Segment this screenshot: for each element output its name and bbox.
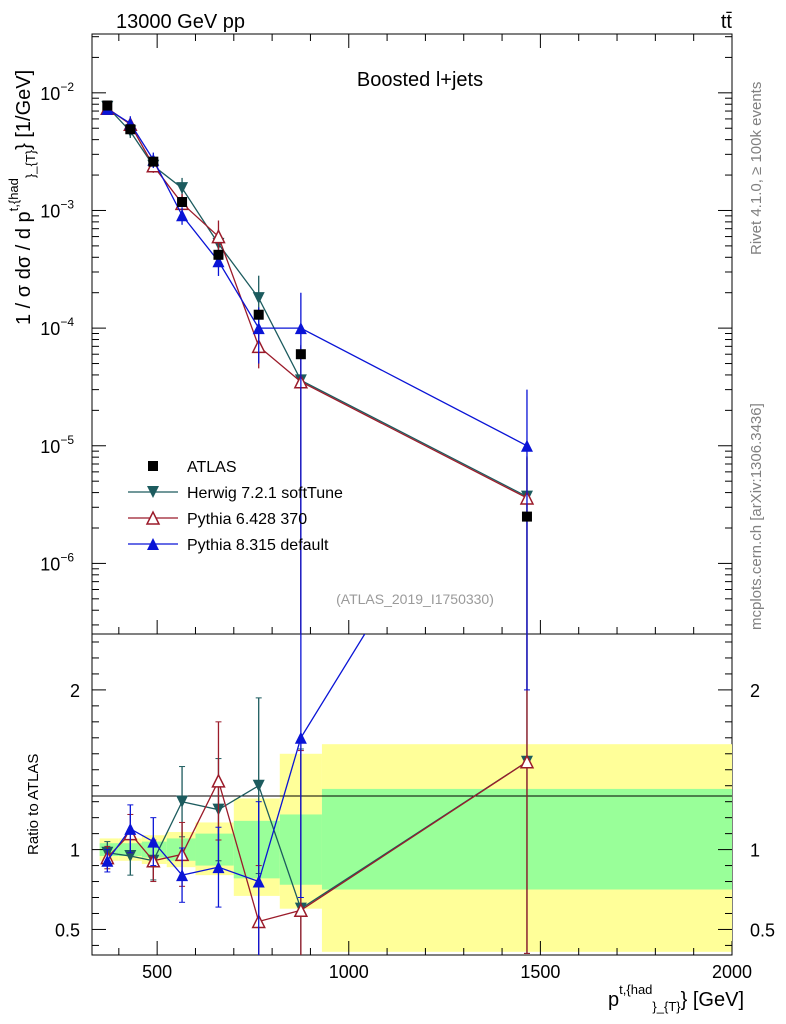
series-ratio-point <box>252 875 265 888</box>
atlas-data-point <box>521 511 532 522</box>
atlas-data-point <box>213 249 224 260</box>
main-y-tick-label: 10−3 <box>40 197 74 221</box>
series-layer <box>100 100 535 955</box>
series-main-point <box>520 439 533 452</box>
main-y-axis-label: 1 / σ dσ / d pt,{had}_{T}} [1/GeV] <box>6 70 38 325</box>
series-atlas-data <box>102 100 532 522</box>
atlas-data-point <box>253 309 264 320</box>
ratio-y-tick-label-left: 0.5 <box>55 920 80 940</box>
main-y-tick-label: 10−6 <box>40 550 74 574</box>
legend-label: Pythia 8.315 default <box>187 537 329 554</box>
ratio-y-axis-label: Ratio to ATLAS <box>25 754 42 855</box>
legend-label: Pythia 6.428 370 <box>187 511 307 528</box>
series-ratio-point <box>212 861 225 874</box>
main-y-tick-label: 10−5 <box>40 433 74 457</box>
legend: ATLAS Herwig 7.2.1 softTune Pythia 6.428 3… <box>128 459 343 554</box>
x-tick-label: 1500 <box>520 962 560 982</box>
legend-label: ATLAS <box>187 459 237 476</box>
ratio-y-tick-label-right: 0.5 <box>750 920 775 940</box>
series-ratio-point <box>521 364 533 376</box>
x-tick-label: 1000 <box>329 962 369 982</box>
x-axis-label: pt,{had}_{T}} [GeV] <box>608 982 744 1014</box>
atlas-data-point <box>177 197 188 208</box>
atlas-data-point <box>148 156 159 167</box>
analysis-tag: (ATLAS_2019_I1750330) <box>336 591 494 607</box>
atlas-data-point <box>102 100 113 111</box>
series-ratio-point <box>519 754 535 769</box>
series-ratio-point <box>176 869 189 882</box>
series-main-point <box>212 255 225 268</box>
ratio-y-tick-label-right: 2 <box>750 681 760 701</box>
legend-marker <box>148 461 158 471</box>
main-y-tick-label: 10−2 <box>40 80 74 104</box>
legend-marker <box>147 486 159 498</box>
atlas-data-point <box>295 349 306 360</box>
series-ratio-point <box>124 822 137 835</box>
legend-marker <box>145 510 161 525</box>
ratio-y-tick-label-left: 2 <box>70 681 80 701</box>
ratio-y-tick-label-left: 1 <box>70 841 80 861</box>
chart-title: Boosted l+jets <box>357 69 483 91</box>
series-main-point <box>211 228 226 244</box>
x-tick-label: 2000 <box>712 962 752 982</box>
legend-marker <box>147 538 159 550</box>
series-main-group <box>101 100 533 634</box>
series-ratio-point <box>294 731 307 744</box>
mcplots-label: mcplots.cern.ch [arXiv:1306.3436] <box>748 403 765 630</box>
series-main-line <box>106 107 528 499</box>
header-energy-label: 13000 GeV pp <box>116 11 245 33</box>
band-inner-bin <box>195 833 234 866</box>
series-main-group <box>100 100 535 634</box>
series-main-point <box>176 209 189 222</box>
series-main-line <box>106 106 528 498</box>
ratio-y-tick-label-right: 1 <box>750 841 760 861</box>
band-inner-bin <box>233 820 280 879</box>
series-pythia-8-315-default <box>101 102 533 955</box>
series-ratio-point <box>101 854 114 867</box>
series-main-point <box>176 182 189 195</box>
series-ratio-point <box>176 795 189 808</box>
legend-label: Herwig 7.2.1 softTune <box>187 485 343 502</box>
rivet-version-label: Rivet 4.1.0, ≥ 100k events <box>748 82 765 255</box>
series-ratio-point <box>293 902 309 918</box>
series-ratio-point <box>252 779 265 792</box>
x-tick-label: 500 <box>142 962 172 982</box>
axis-ticks: 50010001500200010−110−210−310−410−510−60… <box>40 34 775 982</box>
series-main-point <box>252 292 265 305</box>
series-ratio-point <box>147 835 160 848</box>
header-process-label: tt̄ <box>721 11 733 33</box>
series-ratio-line <box>107 761 528 910</box>
atlas-data-point <box>125 124 136 135</box>
series-main-point <box>294 322 307 335</box>
series-ratio-group <box>101 364 533 955</box>
series-main-line <box>106 108 528 447</box>
series-ratio-point <box>211 773 226 788</box>
main-y-tick-label: 10−4 <box>40 315 74 339</box>
series-main-point <box>252 322 265 335</box>
